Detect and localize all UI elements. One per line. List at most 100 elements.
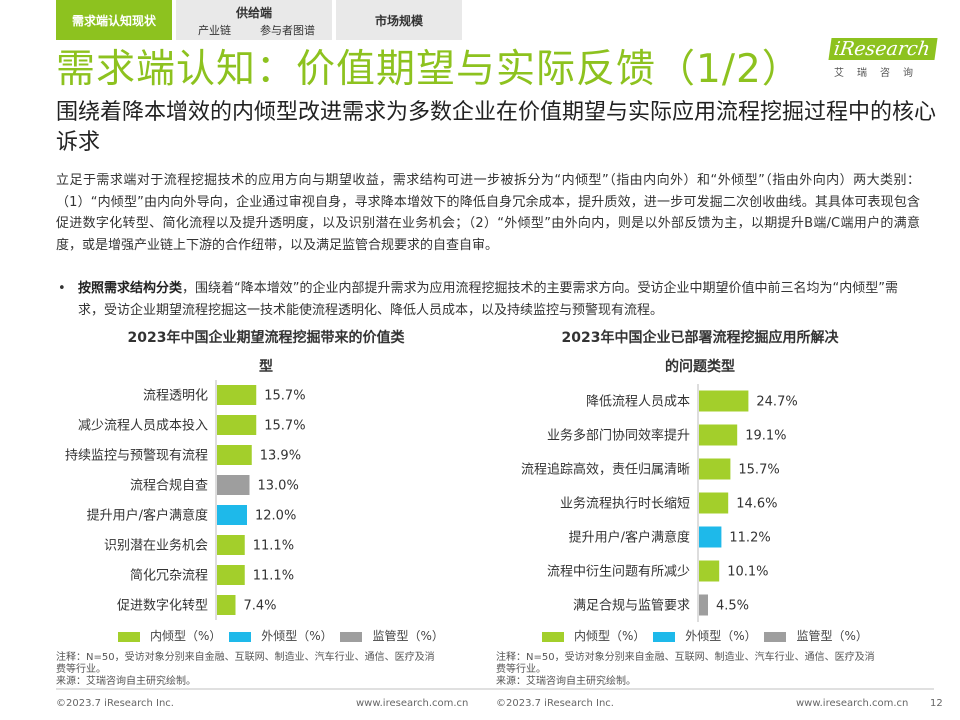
chart-category-label: 持续监控与预警现有流程 [65,448,208,464]
tab-supply-sub-participants[interactable]: 参与者图谱 [260,24,315,37]
note-line: 费等行业。 [56,664,106,675]
footer-copyright-left: ©2023.7 iResearch Inc. [56,698,174,709]
chart-left-title: 2023年中国企业期望流程挖掘带来的价值类 型 [86,324,446,382]
chart-left-expected-value: 流程透明化 15.7% 减少流程人员成本投入 15.7% 持续监控与预警现有流程 13.9… [65,380,306,620]
chart-value-label: 11.2% [729,531,770,546]
legend-label-inward: 内倾型（%） [574,629,646,643]
chart-category-label: 降低流程人员成本 [586,395,690,410]
chart-value-label: 14.6% [736,497,777,512]
chart-category-label: 简化冗杂流程 [130,568,208,584]
chart-bar [217,505,247,525]
chart-value-label: 11.1% [253,539,294,554]
note-right: 注释：N=50，受访对象分别来自金融、互联网、制造业、汽车行业、通信、医疗及消 … [496,652,906,688]
subtitle: 围绕着降本增效的内倾型改进需求为多数企业在价值期望与实际应用流程挖掘过程中的核心… [56,100,937,155]
chart-left-title-line2: 型 [259,359,273,375]
chart-bar [699,424,738,446]
footer-divider [56,688,934,690]
chart-category-label: 流程中衍生问题有所减少 [547,565,690,580]
intro-paragraph: 立足于需求端对于流程挖掘技术的应用方向与期望收益，需求结构可进一步被拆分为“内倾… [56,173,920,253]
bullet-body: ，围绕着“降本增效”的企业内部提升需求为应用流程挖掘技术的主要需求方向。受访企业… [78,281,898,318]
bullet-dot-icon: • [58,281,66,296]
note-line: 注释：N=50，受访对象分别来自金融、互联网、制造业、汽车行业、通信、医疗及消 [56,652,435,663]
logo-sub: 艾瑞咨询 [834,68,926,79]
tab-demand-side-label: 需求端认知现状 [71,14,156,28]
chart-right-title-line1: 2023年中国企业已部署流程挖掘应用所解决 [561,330,839,346]
legend-label-outward: 外倾型（%） [685,629,757,643]
chart-value-label: 19.1% [745,429,786,444]
page-title: 需求端认知：价值期望与实际反馈（1/2） [56,47,802,92]
legend-label-outward: 外倾型（%） [261,629,333,643]
legend-left: 内倾型（%） 外倾型（%） 监管型（%） [118,627,444,644]
chart-category-label: 识别潜在业务机会 [104,538,208,554]
chart-bar [699,492,729,514]
chart-value-label: 24.7% [756,395,797,410]
legend-label-inward: 内倾型（%） [150,629,222,643]
chart-left-title-line1: 2023年中国企业期望流程挖掘带来的价值类 [127,330,405,346]
note-line: 注释：N=50，受访对象分别来自金融、互联网、制造业、汽车行业、通信、医疗及消 [496,652,875,663]
chart-bar [699,526,722,548]
chart-bar [699,458,731,480]
note-left: 注释：N=50，受访对象分别来自金融、互联网、制造业、汽车行业、通信、医疗及消 … [56,652,466,688]
tab-supply-sub-industry-chain[interactable]: 产业链 [198,24,231,37]
legend-right: 内倾型（%） 外倾型（%） 监管型（%） [542,627,868,644]
chart-bar [699,594,708,616]
chart-value-label: 7.4% [244,599,277,614]
chart-value-label: 10.1% [727,565,768,580]
legend-label-regulatory: 监管型（%） [372,629,444,643]
chart-bar [217,445,252,465]
legend-swatch-inward [118,631,140,642]
bullet-point: • 按照需求结构分类，围绕着“降本增效”的企业内部提升需求为应用流程挖掘技术的主… [56,278,920,321]
legend-label-regulatory: 监管型（%） [796,629,868,643]
chart-right-title: 2023年中国企业已部署流程挖掘应用所解决 的问题类型 [520,324,880,382]
chart-category-label: 流程透明化 [143,389,208,404]
chart-bar [217,535,245,555]
footer-copyright-right: ©2023.7 iResearch Inc. [496,698,614,709]
chart-category-label: 提升用户/客户满意度 [569,530,690,546]
tab-demand-side[interactable]: 需求端认知现状 [56,0,172,40]
tab-market-size-label: 市场规模 [374,14,423,28]
chart-value-label: 11.1% [253,569,294,584]
chart-value-label: 12.0% [255,509,296,524]
chart-value-label: 15.7% [264,419,305,434]
bullet-bold: 按照需求结构分类 [78,281,183,296]
chart-category-label: 流程合规自查 [130,479,208,494]
footer-url-left[interactable]: www.iresearch.com.cn [356,698,469,709]
chart-value-label: 13.0% [258,479,299,494]
legend-swatch-outward [653,631,676,642]
bullet-text: 按照需求结构分类，围绕着“降本增效”的企业内部提升需求为应用流程挖掘技术的主要需… [78,278,920,321]
chart-category-label: 减少流程人员成本投入 [78,418,208,434]
chart-right-title-line2: 的问题类型 [665,359,735,375]
chart-bar [699,560,720,582]
chart-category-label: 促进数字化转型 [117,599,208,614]
chart-category-label: 流程追踪高效，责任归属清晰 [521,462,690,478]
legend-swatch-regulatory [764,631,787,642]
legend-swatch-inward [542,631,564,642]
chart-bar [699,390,749,412]
chart-value-label: 13.9% [260,449,301,464]
chart-right-solved-problems: 降低流程人员成本 24.7% 业务多部门协同效率提升 19.1% 流程追踪高效，责任归属… [521,384,798,622]
tab-market-size[interactable]: 市场规模 [336,0,462,40]
legend-swatch-outward [229,631,252,642]
chart-bar [217,565,245,585]
chart-bar [217,475,250,495]
chart-value-label: 15.7% [264,389,305,404]
chart-bar [217,595,236,615]
source-line: 来源：艾瑞咨询自主研究绘制。 [56,676,196,687]
chart-category-label: 业务多部门协同效率提升 [547,428,690,444]
note-line: 费等行业。 [496,664,546,675]
tab-supply-side-label: 供给端 [235,6,272,20]
footer-url-right[interactable]: www.iresearch.com.cn [796,698,909,709]
logo-brand: iResearch [828,38,938,60]
iresearch-logo: iResearch 艾瑞咨询 [828,34,938,82]
chart-value-label: 15.7% [738,463,779,478]
source-line: 来源：艾瑞咨询自主研究绘制。 [496,676,636,687]
chart-category-label: 提升用户/客户满意度 [87,508,208,524]
tab-supply-side[interactable]: 供给端 产业链 参与者图谱 [176,0,332,40]
chart-bar [217,415,257,435]
chart-value-label: 4.5% [716,599,749,614]
chart-category-label: 满足合规与监管要求 [573,599,690,614]
chart-category-label: 业务流程执行时长缩短 [560,496,690,512]
chart-bar [217,385,257,405]
page-number: 12 [930,698,943,709]
legend-swatch-regulatory [340,631,363,642]
